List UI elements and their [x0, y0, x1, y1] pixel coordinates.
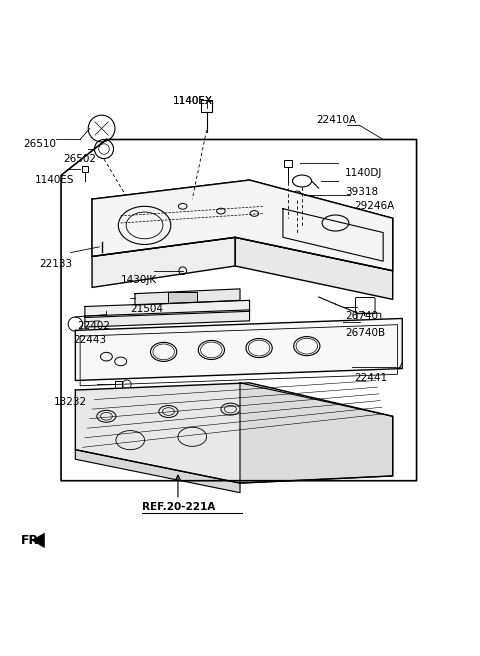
Text: 29246A: 29246A: [355, 201, 395, 211]
Polygon shape: [135, 289, 240, 305]
Bar: [295, 193, 300, 197]
Text: 21504: 21504: [130, 304, 163, 314]
Text: 1140DJ: 1140DJ: [345, 168, 383, 178]
Text: REF.20-221A: REF.20-221A: [142, 502, 216, 512]
Polygon shape: [235, 237, 393, 299]
Text: 26502: 26502: [63, 154, 96, 163]
Bar: [98, 237, 106, 243]
Text: 39318: 39318: [345, 187, 378, 197]
Polygon shape: [85, 310, 250, 327]
Polygon shape: [75, 383, 393, 483]
Bar: [168, 292, 197, 303]
Bar: [82, 166, 88, 173]
Text: 1140ES: 1140ES: [35, 175, 74, 185]
Polygon shape: [283, 209, 383, 261]
Text: 1140EX: 1140EX: [173, 96, 213, 106]
Polygon shape: [240, 383, 393, 483]
Bar: [115, 381, 121, 388]
Polygon shape: [92, 180, 393, 271]
Text: 13232: 13232: [54, 397, 87, 407]
Text: 22441: 22441: [355, 373, 388, 383]
Text: FR.: FR.: [21, 534, 44, 547]
Text: 22443: 22443: [73, 335, 106, 345]
Text: 1140EX: 1140EX: [173, 96, 213, 106]
Text: 22402: 22402: [78, 321, 111, 331]
Text: 26740: 26740: [345, 311, 378, 321]
Text: 26510: 26510: [23, 139, 56, 150]
Polygon shape: [92, 237, 235, 287]
Text: 26740B: 26740B: [345, 328, 385, 338]
Bar: [201, 100, 212, 112]
Bar: [284, 159, 291, 167]
Polygon shape: [85, 300, 250, 318]
Polygon shape: [75, 450, 240, 493]
Polygon shape: [75, 318, 402, 380]
Text: 22133: 22133: [39, 258, 72, 268]
Text: 22410A: 22410A: [316, 115, 357, 125]
Polygon shape: [33, 533, 44, 548]
Text: 1430JK: 1430JK: [120, 276, 157, 285]
